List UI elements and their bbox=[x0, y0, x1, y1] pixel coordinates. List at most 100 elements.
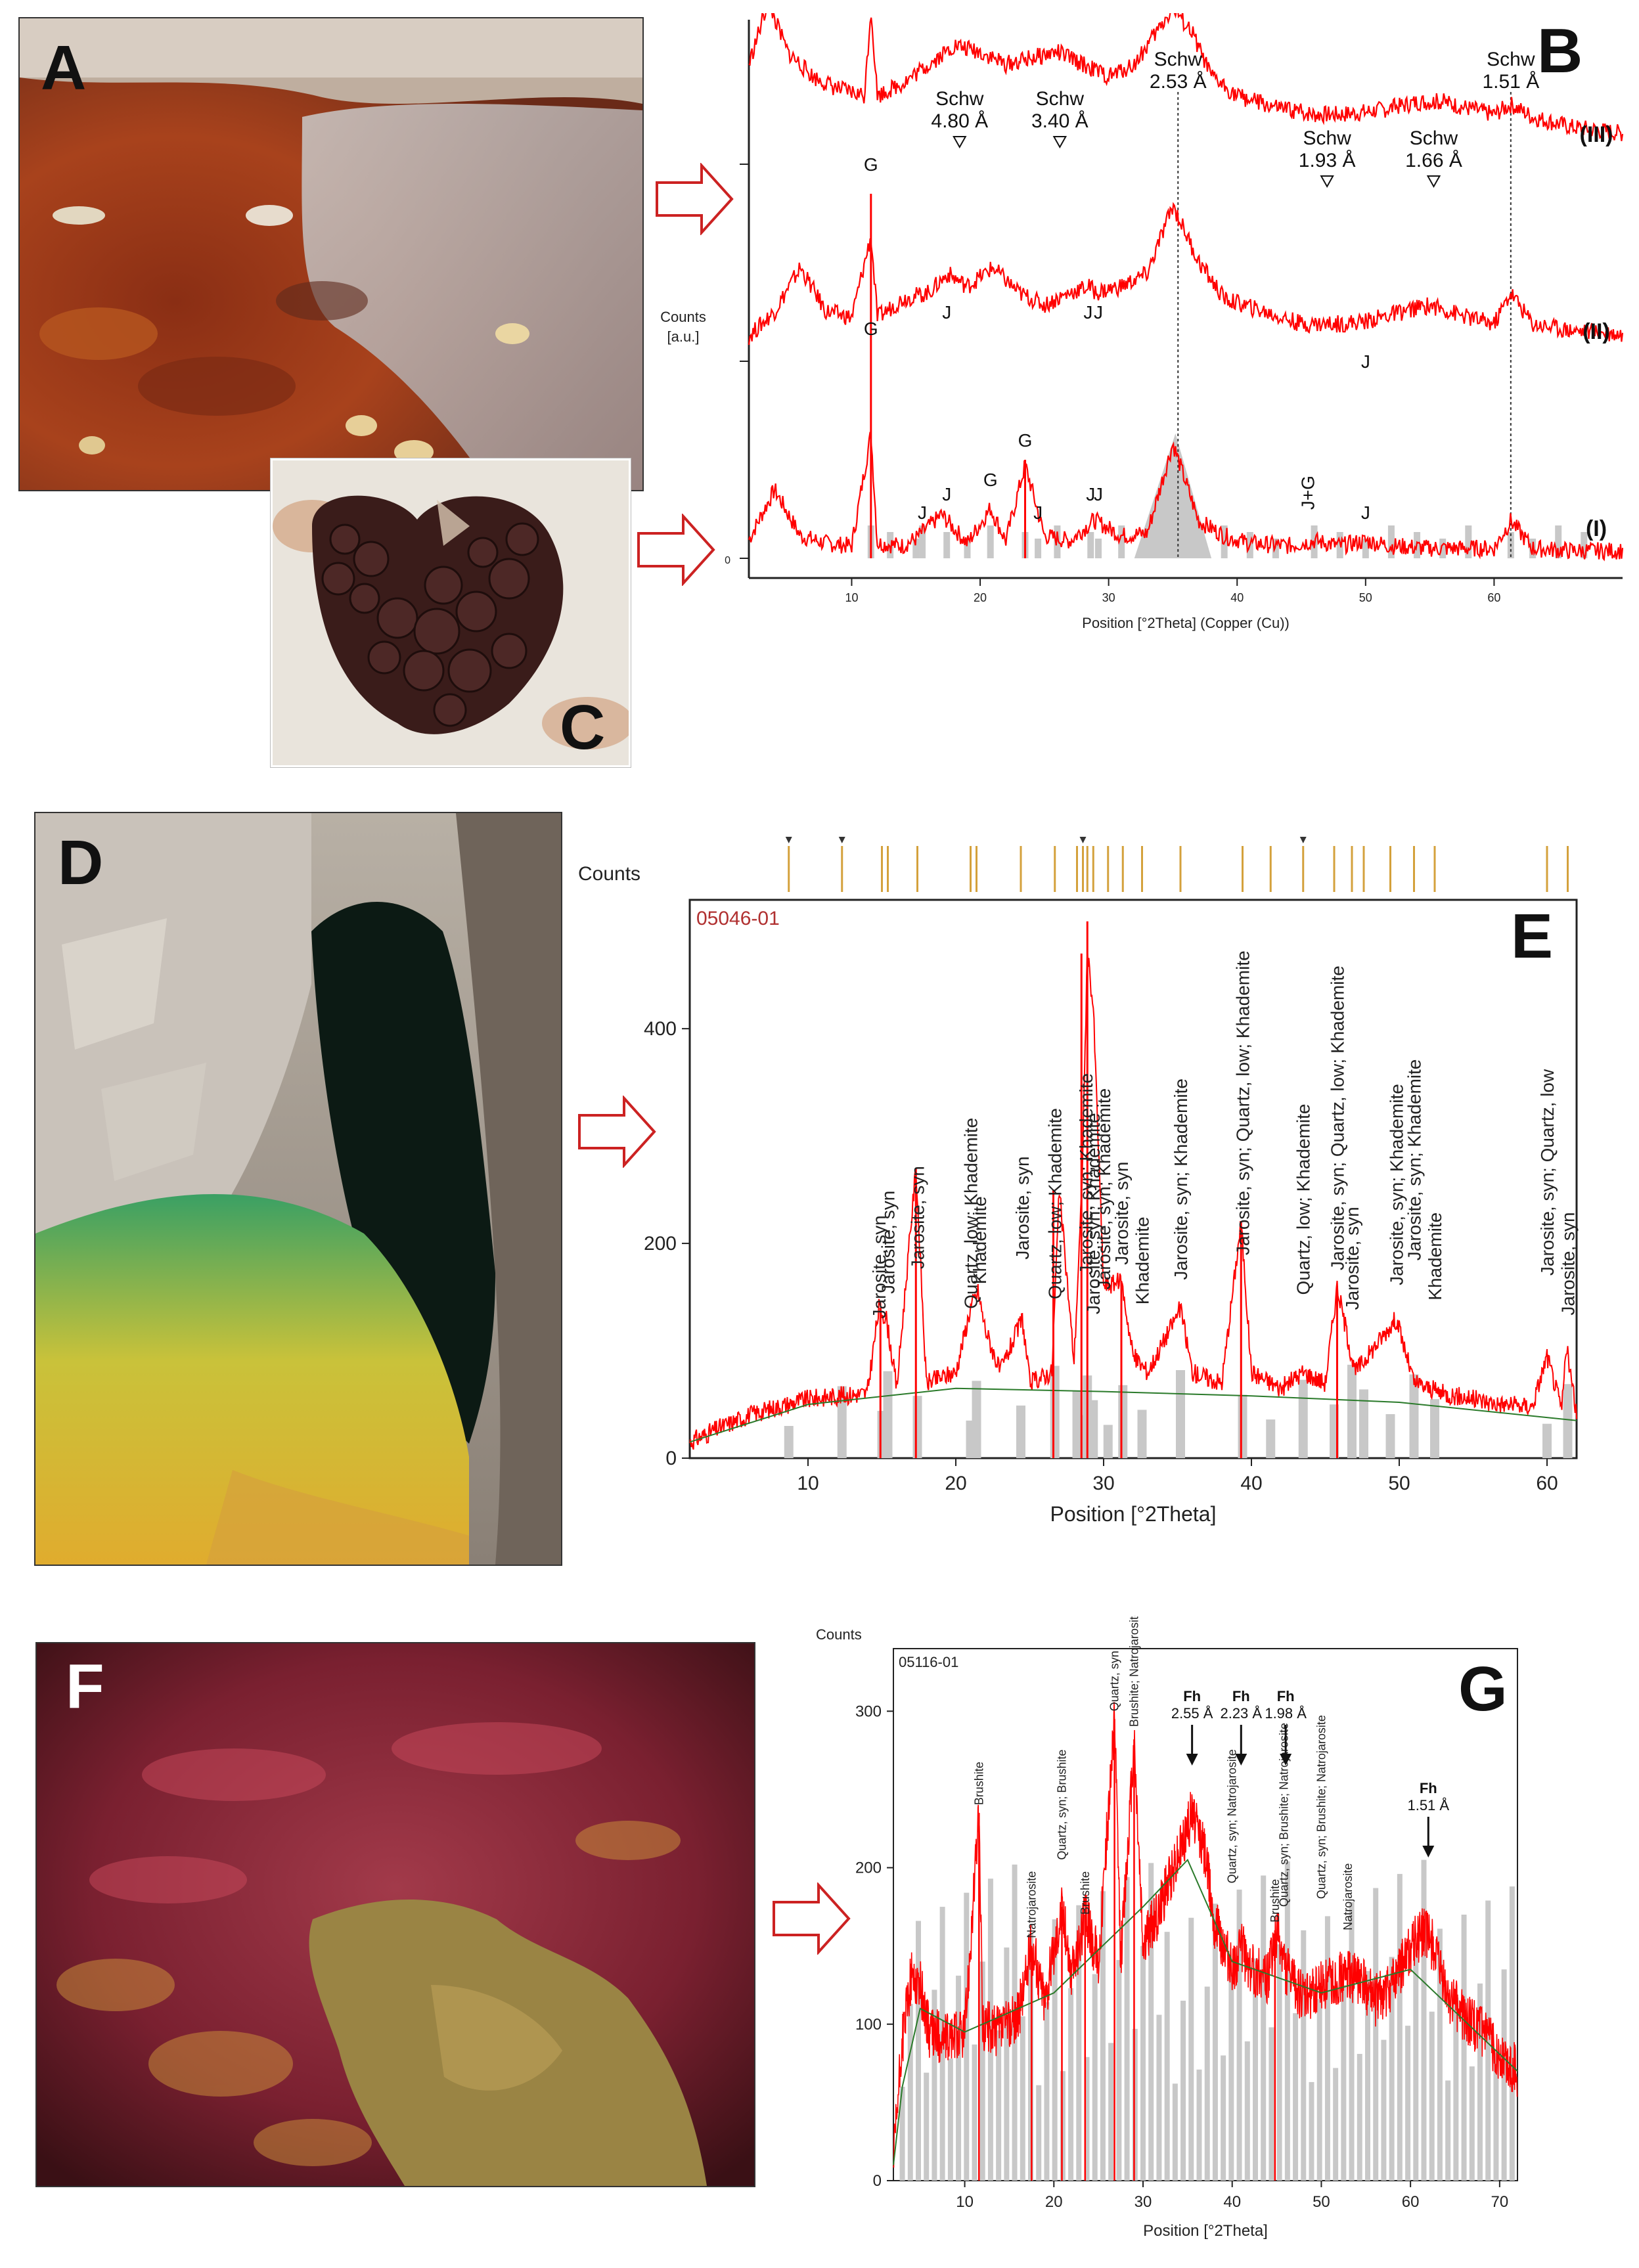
photo-a-illustration bbox=[20, 18, 642, 490]
chart-b-schw-triangle-1 bbox=[1052, 136, 1067, 149]
chart-b-schw-label-2: Schw bbox=[1154, 49, 1203, 70]
chart-g-ref-stick bbox=[1228, 1972, 1234, 2181]
chart-e-x-tick-label-4: 50 bbox=[1388, 1473, 1410, 1494]
chart-b-peak-label-i-7: J+G bbox=[1298, 476, 1318, 510]
chart-g-ref-stick bbox=[924, 2072, 930, 2181]
chart-g-ref-stick bbox=[1461, 1915, 1467, 2181]
chart-e-peak-label-10: Jarosite, syn bbox=[1111, 1162, 1132, 1265]
chart-g-ref-stick bbox=[1429, 2011, 1435, 2181]
chart-e-plot-frame bbox=[688, 899, 1578, 1459]
chart-g-header-label: Counts bbox=[816, 1626, 862, 1643]
arrow-f-to-g-icon bbox=[773, 1882, 851, 1955]
chart-b-peak-label-ii-3: J bbox=[1094, 302, 1103, 322]
chart-b-y-tick-zero: 0 bbox=[725, 555, 730, 566]
chart-b-peak-label-i-2: G bbox=[983, 470, 998, 490]
chart-e-ref-stick bbox=[1347, 1364, 1357, 1458]
chart-b-schw-value-1: 3.40 Å bbox=[1031, 110, 1089, 132]
chart-g-ref-stick bbox=[1477, 1983, 1483, 2181]
chart-g-ref-stick bbox=[1445, 2080, 1451, 2181]
chart-g-ref-stick bbox=[1124, 1877, 1130, 2181]
chart-b-x-tick-label-2: 30 bbox=[1102, 591, 1115, 604]
chart-g-ref-stick bbox=[1324, 1916, 1330, 2181]
chart-b-series-2 bbox=[748, 13, 1624, 141]
arrow-a-to-b-icon bbox=[656, 163, 734, 235]
arrow-d-to-e-icon bbox=[578, 1096, 656, 1168]
chart-g-ref-stick bbox=[1004, 1947, 1010, 2181]
chart-g-ref-stick bbox=[1020, 2016, 1025, 2181]
chart-g-y-tick-label-3: 300 bbox=[855, 1702, 882, 1720]
chart-g-ref-stick bbox=[1052, 1919, 1058, 2181]
panel-letter-c: C bbox=[560, 692, 606, 763]
chart-g-x-tick-label-1: 20 bbox=[1045, 2193, 1063, 2211]
chart-g-peak-label-7: Brushite bbox=[1269, 1879, 1282, 1923]
chart-b-x-tick-label-0: 10 bbox=[845, 591, 858, 604]
chart-b-ref-stick bbox=[1035, 539, 1042, 558]
chart-e-ref-stick bbox=[912, 1396, 922, 1458]
chart-b-schw-label-1: Schw bbox=[1036, 88, 1085, 110]
chart-e-peak-label-2: Jarosite, syn bbox=[908, 1166, 928, 1269]
chart-g-ref-stick bbox=[932, 1990, 937, 2181]
chart-g-fh-arrow-head-3 bbox=[1422, 1846, 1435, 1857]
chart-g-ref-stick bbox=[1253, 1958, 1258, 2181]
chart-b-peak-label-i-1: J bbox=[942, 484, 951, 504]
chart-g-peak-label-6: Quartz, syn; Natrojarosite bbox=[1226, 1749, 1239, 1883]
chart-e-peak-label-1: Jarosite, syn bbox=[878, 1191, 899, 1294]
chart-b-ref-stick-main bbox=[1134, 434, 1212, 558]
chart-e-ref-stick bbox=[1050, 1366, 1060, 1458]
chart-b-y-label-line-1: [a.u.] bbox=[667, 328, 700, 345]
chart-b-ref-stick bbox=[1272, 539, 1279, 558]
chart-g-fh-arrow-head-0 bbox=[1186, 1754, 1198, 1766]
chart-g-x-tick-label-0: 10 bbox=[956, 2193, 974, 2211]
chart-g-ref-stick bbox=[956, 1975, 962, 2181]
chart-e-background-series bbox=[689, 1387, 1577, 1443]
chart-g-xrd-pattern: Counts 05116-01 0 100 200 300 10 20 30 40 50 60 70 Po… bbox=[816, 1616, 1518, 2240]
chart-g-fh-arrow-head-2 bbox=[1280, 1754, 1292, 1766]
chart-e-y-tick-label-0: 0 bbox=[665, 1448, 677, 1469]
chart-b-schw-label-3: Schw bbox=[1303, 127, 1351, 149]
chart-g-ref-stick bbox=[1349, 1901, 1355, 2181]
chart-e-x-tick-label-1: 20 bbox=[945, 1473, 966, 1494]
chart-g-ref-stick bbox=[1212, 1903, 1218, 2181]
chart-e-ref-stick bbox=[1176, 1369, 1185, 1458]
chart-b-series-label-1: (II) bbox=[1583, 319, 1610, 344]
chart-g-ref-stick bbox=[1221, 2055, 1226, 2181]
chart-e-ref-stick bbox=[1430, 1399, 1439, 1458]
chart-g-ref-stick bbox=[1269, 2027, 1274, 2181]
chart-e-ref-stick bbox=[1266, 1419, 1276, 1458]
chart-g-observed-series bbox=[893, 1702, 1518, 2168]
chart-b-peak-label-i-5: J bbox=[1086, 484, 1095, 504]
chart-g-ref-stick bbox=[1188, 1917, 1194, 2181]
chart-b-peak-label-i-6: J bbox=[1094, 484, 1103, 504]
chart-g-ref-stick bbox=[916, 1921, 921, 2181]
chart-b-series-1 bbox=[748, 202, 1624, 345]
chart-e-peak-label-20: Jarosite, syn; Quartz, low bbox=[1537, 1069, 1558, 1276]
chart-g-ref-stick bbox=[1196, 2069, 1202, 2181]
chart-g-fh-label-0: Fh bbox=[1183, 1688, 1201, 1704]
chart-g-ref-stick bbox=[1132, 2028, 1138, 2181]
chart-e-x-tick-label-0: 10 bbox=[797, 1473, 819, 1494]
chart-g-ref-stick bbox=[1357, 2054, 1362, 2181]
chart-g-peak-label-3: Brushite bbox=[1079, 1871, 1092, 1915]
chart-b-ref-stick bbox=[1465, 525, 1472, 558]
chart-b-peak-label-i-4: J bbox=[1033, 502, 1043, 523]
chart-e-peak-label-17: Jarosite, syn; Khademite bbox=[1387, 1084, 1407, 1285]
chart-b-schw-triangle-4 bbox=[1426, 175, 1441, 189]
chart-e-peak-label-19: Khademite bbox=[1425, 1212, 1445, 1301]
chart-e-ref-stick bbox=[1089, 1400, 1098, 1458]
chart-e-peak-label-6: Quartz, low; Khademite bbox=[1045, 1108, 1066, 1299]
chart-e-peak-label-7: Jarosite, syn; Khademite bbox=[1076, 1073, 1096, 1275]
chart-g-ref-stick bbox=[1365, 1970, 1370, 2181]
chart-g-ref-stick bbox=[1389, 1957, 1395, 2181]
chart-g-ref-stick bbox=[1156, 2014, 1162, 2181]
chart-g-ref-stick bbox=[1453, 1997, 1459, 2181]
chart-e-peak-label-8: Jarosite, syn; Khademite bbox=[1083, 1113, 1104, 1314]
chart-e-xrd-pattern: Counts 05046-01 0 200 400 10 20 30 40 50 60 Positio… bbox=[578, 837, 1579, 1526]
chart-g-ref-stick bbox=[1204, 1986, 1210, 2181]
chart-g-ref-stick bbox=[972, 2044, 977, 2181]
chart-g-x-tick-label-2: 30 bbox=[1134, 2193, 1152, 2211]
chart-e-x-tick-label-3: 40 bbox=[1240, 1473, 1262, 1494]
panel-letter-e: E bbox=[1511, 901, 1554, 971]
chart-b-ref-stick bbox=[1118, 525, 1125, 558]
chart-e-peak-label-9: Jarosite, syn; Khademite bbox=[1094, 1088, 1114, 1290]
chart-b-peak-label-ii-2: J bbox=[1083, 302, 1092, 322]
